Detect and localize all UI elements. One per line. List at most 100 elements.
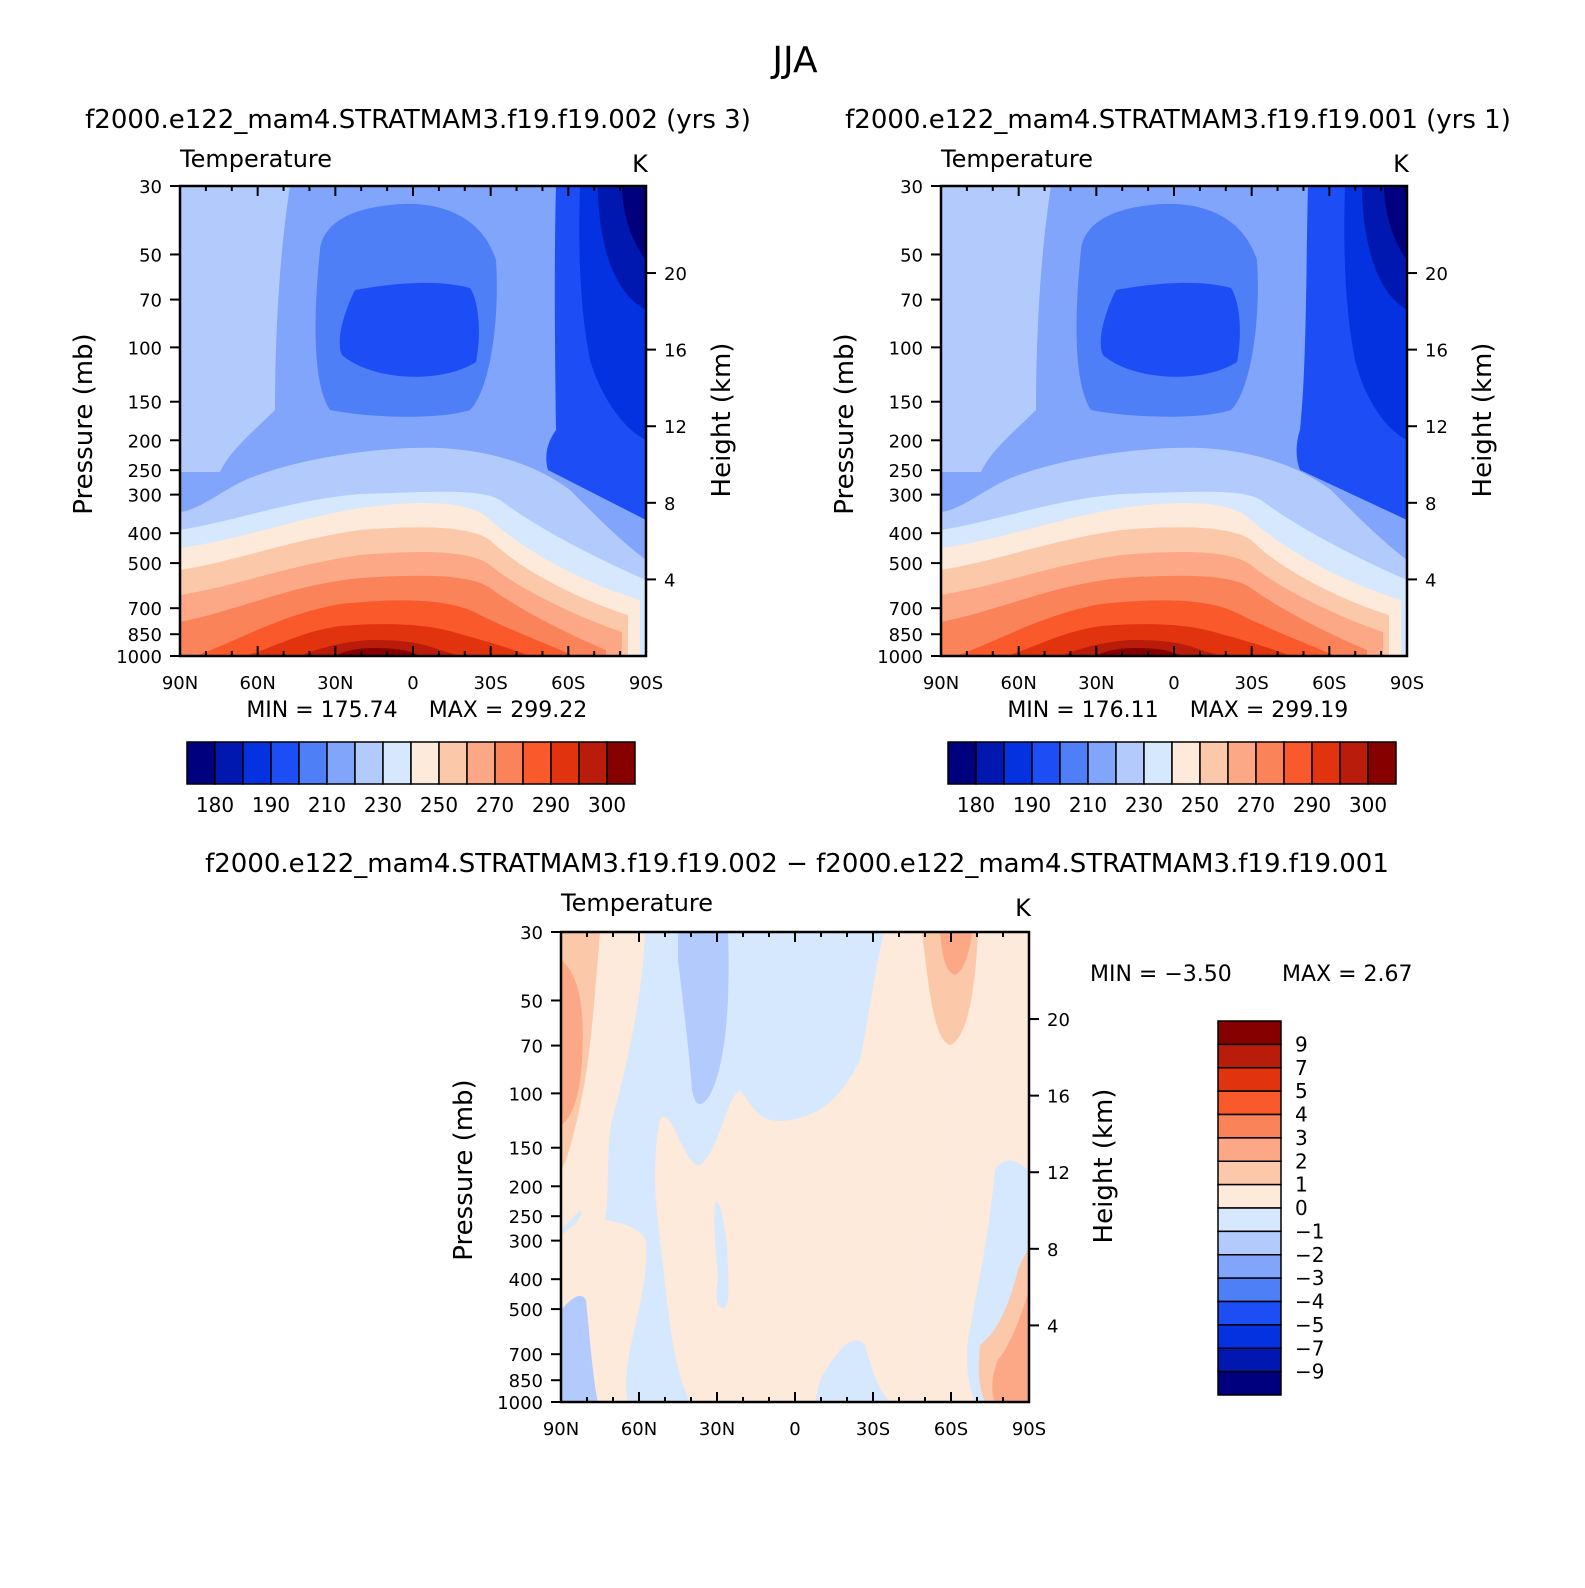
colorbar-box — [606, 741, 636, 785]
y-tick-label: 1000 — [877, 647, 923, 668]
colorbar-box — [354, 741, 384, 785]
x-tick-label: 30N — [317, 673, 353, 694]
y-tick-label: 200 — [128, 431, 162, 452]
colorbar-label: 290 — [532, 793, 570, 817]
height-tick-label: 12 — [664, 417, 687, 438]
colorbar-box — [1059, 741, 1089, 785]
height-tick-label: 20 — [664, 264, 687, 285]
x-tick-label: 30N — [699, 1419, 735, 1440]
colorbar-box — [1217, 1254, 1282, 1279]
y-tick-label: 150 — [128, 393, 162, 414]
colorbar-label: 180 — [196, 793, 234, 817]
colorbar-label: 9 — [1295, 1032, 1308, 1056]
colorbar-box — [1227, 741, 1257, 785]
panel3-ylabel-right: Height (km) — [1089, 1089, 1119, 1244]
y-tick-label: 300 — [889, 486, 923, 507]
x-tick-label: 0 — [407, 673, 418, 694]
panel2-units-label: K — [1393, 150, 1410, 178]
figure-title: JJA — [770, 40, 818, 81]
y-tick-label: 850 — [889, 625, 923, 646]
panel3-units-label: K — [1015, 894, 1032, 922]
colorbar-label: 300 — [1349, 793, 1387, 817]
colorbar-label: 230 — [364, 793, 402, 817]
colorbar-label: −2 — [1295, 1243, 1324, 1267]
x-tick-label: 90N — [923, 673, 959, 694]
colorbar-box — [522, 741, 552, 785]
panel1-max-label: MAX = 299.22 — [429, 698, 588, 723]
panel2-min-label: MIN = 176.11 — [1007, 698, 1158, 723]
colorbar-box — [1217, 1113, 1282, 1139]
y-tick-label: 250 — [889, 461, 923, 482]
x-tick-label: 60N — [621, 1419, 657, 1440]
colorbar-label: 270 — [476, 793, 514, 817]
y-tick-label: 1000 — [497, 1393, 543, 1414]
y-tick-label: 850 — [128, 625, 162, 646]
y-tick-label: 400 — [128, 524, 162, 545]
y-tick-label: 100 — [128, 338, 162, 359]
colorbar-label: 180 — [957, 793, 995, 817]
y-tick-label: 1000 — [116, 647, 162, 668]
y-tick-label: 300 — [509, 1232, 543, 1253]
diff-title: f2000.e122_mam4.STRATMAM3.f19.f19.002 − … — [205, 849, 1389, 879]
x-tick-label: 30S — [1234, 673, 1268, 694]
colorbar-box — [1199, 741, 1229, 785]
colorbar-box — [1367, 741, 1397, 785]
y-tick-label: 850 — [509, 1371, 543, 1392]
y-tick-label: 200 — [509, 1177, 543, 1198]
colorbar-label: 4 — [1295, 1103, 1308, 1127]
panel1-colorbar: 180 190 210 230 250 270 290 300 — [186, 741, 636, 817]
colorbar-box — [186, 741, 216, 785]
y-tick-label: 700 — [889, 599, 923, 620]
colorbar-label: 270 — [1237, 793, 1275, 817]
colorbar-box — [1311, 741, 1341, 785]
y-tick-label: 200 — [889, 431, 923, 452]
x-tick-label: 30S — [856, 1419, 890, 1440]
colorbar-box — [1171, 741, 1201, 785]
panel2-ylabel-right: Height (km) — [1468, 343, 1498, 498]
y-tick-label: 400 — [889, 524, 923, 545]
panel2-title: f2000.e122_mam4.STRATMAM3.f19.f19.001 (y… — [845, 105, 1511, 135]
colorbar-label: 1 — [1295, 1173, 1308, 1197]
colorbar-label: −3 — [1295, 1266, 1324, 1290]
y-tick-label: 100 — [889, 338, 923, 359]
colorbar-box — [1003, 741, 1033, 785]
panel3-ylabel: Pressure (mb) — [449, 1079, 479, 1260]
colorbar-box — [270, 741, 300, 785]
colorbar-label: −9 — [1295, 1360, 1324, 1384]
colorbar-label: 190 — [252, 793, 290, 817]
panel1-contour-fill — [180, 186, 646, 656]
colorbar-box — [578, 741, 608, 785]
colorbar-box — [947, 741, 977, 785]
panel2-contour-fill — [941, 186, 1407, 656]
y-tick-label: 100 — [509, 1084, 543, 1105]
y-tick-label: 500 — [128, 554, 162, 575]
colorbar-box — [1217, 1090, 1282, 1116]
panel1-units-label: K — [632, 150, 649, 178]
colorbar-box — [1217, 1137, 1282, 1162]
height-tick-label: 4 — [664, 570, 675, 591]
height-tick-label: 20 — [1425, 264, 1448, 285]
colorbar-box — [298, 741, 328, 785]
height-tick-label: 8 — [1425, 494, 1436, 515]
y-tick-label: 400 — [509, 1270, 543, 1291]
panel3-contour-fill — [561, 932, 1029, 1402]
y-tick-label: 300 — [128, 486, 162, 507]
x-tick-label: 30N — [1078, 673, 1114, 694]
x-tick-label: 90S — [1012, 1419, 1046, 1440]
colorbar-label: 250 — [1181, 793, 1219, 817]
colorbar-label: 250 — [420, 793, 458, 817]
x-tick-label: 60N — [1000, 673, 1036, 694]
colorbar-box — [1217, 1020, 1282, 1046]
y-tick-label: 500 — [509, 1300, 543, 1321]
y-tick-label: 700 — [509, 1345, 543, 1366]
colorbar-box — [1217, 1324, 1282, 1349]
colorbar-box — [326, 741, 356, 785]
colorbar-box — [1087, 741, 1117, 785]
colorbar-label: −4 — [1295, 1290, 1324, 1314]
x-tick-label: 60N — [239, 673, 275, 694]
height-tick-label: 8 — [664, 494, 675, 515]
y-tick-label: 250 — [509, 1207, 543, 1228]
panel3-variable-label: Temperature — [560, 889, 713, 917]
colorbar-box — [1031, 741, 1061, 785]
